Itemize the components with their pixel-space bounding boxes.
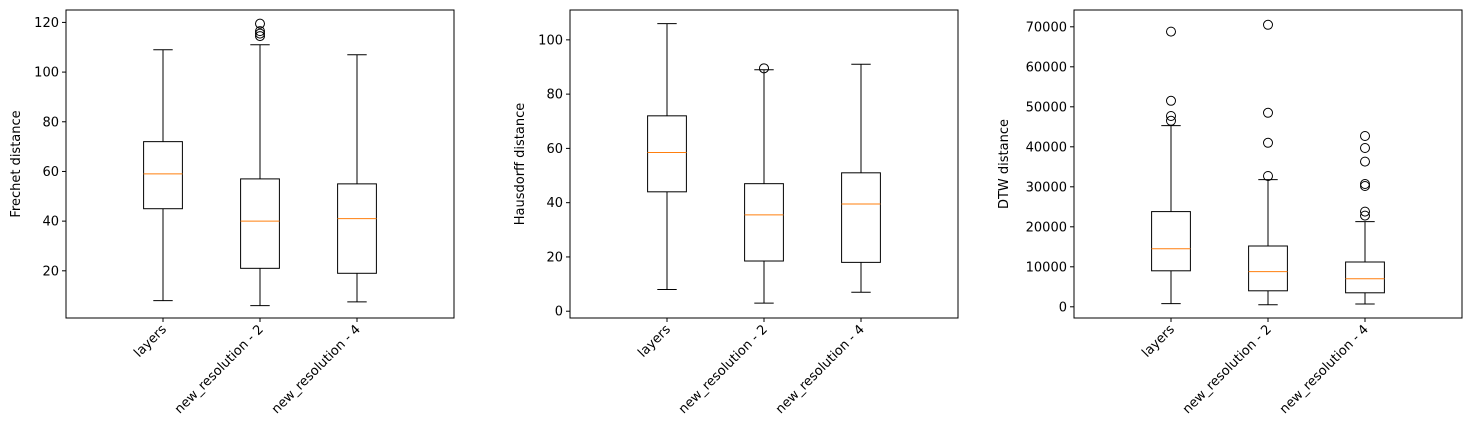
y-tick-label: 60 <box>546 142 563 157</box>
box-iqr <box>143 141 183 210</box>
y-tick-label: 60 <box>42 165 59 180</box>
outlier-point <box>1166 115 1176 126</box>
y-tick-label: 20 <box>546 250 563 265</box>
x-tick-label-new-resolution-4: new_resolution - 4 <box>773 322 868 417</box>
outlier-point <box>1166 26 1176 37</box>
panel-hausdorff: 0 20 40 60 80 100 layers new_resolution - 2 new_… <box>513 9 959 417</box>
y-tick-label: 100 <box>34 66 59 81</box>
y-tick-label: 20 <box>42 264 59 279</box>
y-tick-label: 100 <box>538 33 563 48</box>
outlier-point <box>1360 181 1370 191</box>
panel-frechet: 20 40 60 80 100 120 layers new_resolution - 2 ne… <box>9 9 455 417</box>
outlier-point <box>1263 171 1273 181</box>
box-new-resolution-4 <box>337 54 377 303</box>
y-tick-label: 80 <box>42 115 59 130</box>
outlier-point <box>1360 131 1370 141</box>
outlier-point <box>759 63 769 74</box>
outlier-point <box>1360 156 1370 167</box>
box-iqr <box>240 178 280 269</box>
box-iqr <box>1345 261 1385 294</box>
outlier-point <box>1360 179 1370 189</box>
y-tick-label: 10000 <box>1026 260 1067 275</box>
y-tick-label: 30000 <box>1026 180 1067 195</box>
outlier-point <box>255 28 265 39</box>
outlier-point <box>1360 210 1370 221</box>
box-new-resolution-2 <box>744 63 784 304</box>
y-tick-label: 120 <box>34 16 59 31</box>
panel-dtw: 0 10000 20000 30000 40000 50000 60000 70000 laye… <box>997 9 1463 417</box>
box-iqr <box>841 172 881 263</box>
y-axis-title-hausdorff: Hausdorff distance <box>513 103 528 225</box>
outlier-point <box>1166 111 1176 121</box>
box-new-resolution-2 <box>1248 19 1288 306</box>
outlier-point <box>255 26 265 37</box>
y-tick-label: 0 <box>1059 300 1067 315</box>
y-tick-label: 50000 <box>1026 100 1067 115</box>
x-tick-label-layers: layers <box>1139 322 1178 361</box>
y-tick-label: 80 <box>546 88 563 103</box>
y-axis-title-dtw: DTW distance <box>997 119 1012 209</box>
outlier-point <box>1360 143 1370 153</box>
x-tick-label-layers: layers <box>131 322 170 361</box>
y-tick-label: 70000 <box>1026 20 1067 35</box>
box-new-resolution-2 <box>240 18 280 307</box>
box-new-resolution-4 <box>1345 131 1385 305</box>
outlier-point <box>1360 206 1370 217</box>
box-new-resolution-4 <box>841 63 881 293</box>
x-tick-label-new-resolution-4: new_resolution - 4 <box>1277 322 1372 417</box>
box-iqr <box>744 183 784 262</box>
outlier-point <box>255 18 265 29</box>
y-tick-label: 0 <box>555 305 563 320</box>
x-tick-label-new-resolution-2: new_resolution - 2 <box>676 322 771 417</box>
box-layers <box>1151 26 1191 305</box>
y-tick-label: 20000 <box>1026 220 1067 235</box>
box-layers <box>647 23 687 291</box>
x-tick-label-new-resolution-4: new_resolution - 4 <box>269 322 364 417</box>
y-tick-label: 40000 <box>1026 140 1067 155</box>
box-layers <box>143 49 183 302</box>
outlier-point <box>1263 107 1273 118</box>
y-tick-label: 60000 <box>1026 60 1067 75</box>
outlier-point <box>1263 19 1273 30</box>
x-tick-label-layers: layers <box>635 322 674 361</box>
outlier-point <box>1166 95 1176 106</box>
box-iqr <box>647 115 687 193</box>
box-iqr <box>337 183 377 274</box>
y-tick-label: 40 <box>546 196 563 211</box>
y-axis-title-frechet: Frechet distance <box>9 110 24 217</box>
y-tick-label: 40 <box>42 215 59 230</box>
x-tick-label-new-resolution-2: new_resolution - 2 <box>1180 322 1275 417</box>
outlier-point <box>1263 137 1273 148</box>
box-iqr <box>1248 245 1288 292</box>
x-tick-label-new-resolution-2: new_resolution - 2 <box>172 322 267 417</box>
outlier-point <box>255 31 265 42</box>
box-iqr <box>1151 211 1191 272</box>
